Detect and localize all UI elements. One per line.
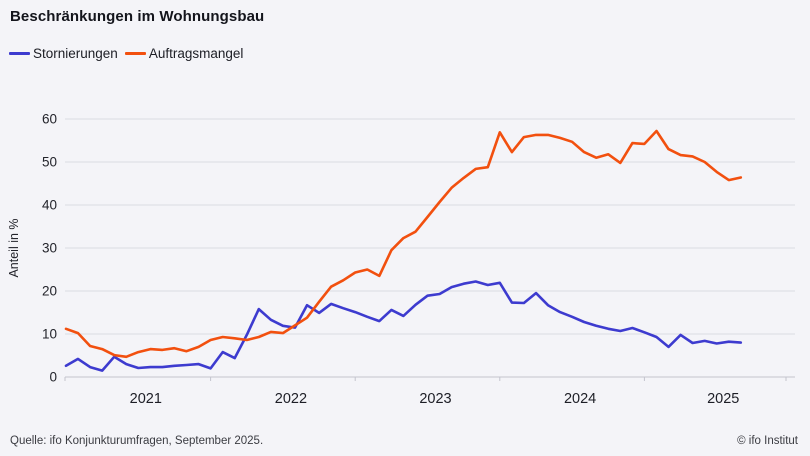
x-year-label: 2021 [130,391,162,407]
copyright-note: © ifo Institut [737,435,798,447]
legend: Stornierungen Auftragsmangel [9,46,243,61]
source-note: Quelle: ifo Konjunkturumfragen, Septembe… [10,435,264,447]
y-tick-label: 50 [42,155,57,170]
x-year-label: 2023 [419,391,451,407]
x-year-label: 2022 [275,391,307,407]
x-year-label: 2024 [564,391,596,407]
y-tick-label: 60 [42,112,57,127]
legend-label-auftragsmangel: Auftragsmangel [148,46,244,61]
y-tick-label: 0 [49,370,57,385]
chart-title: Beschränkungen im Wohnungsbau [10,8,265,25]
y-axis-title: Anteil in % [7,218,21,277]
y-tick-label: 20 [42,284,57,299]
y-tick-label: 30 [42,241,57,256]
auftragsmangel-swatch-icon [124,52,146,55]
legend-item-stornierungen: Stornierungen [9,46,118,61]
line-auftragsmangel [64,129,743,359]
legend-label-stornierungen: Stornierungen [33,46,118,61]
legend-item-auftragsmangel: Auftragsmangel [124,46,244,61]
y-tick-label: 40 [42,198,57,213]
x-year-label: 2025 [707,391,739,407]
stornierungen-swatch-icon [9,52,30,55]
line-stornierungen [64,280,743,372]
y-tick-label: 10 [42,327,57,342]
